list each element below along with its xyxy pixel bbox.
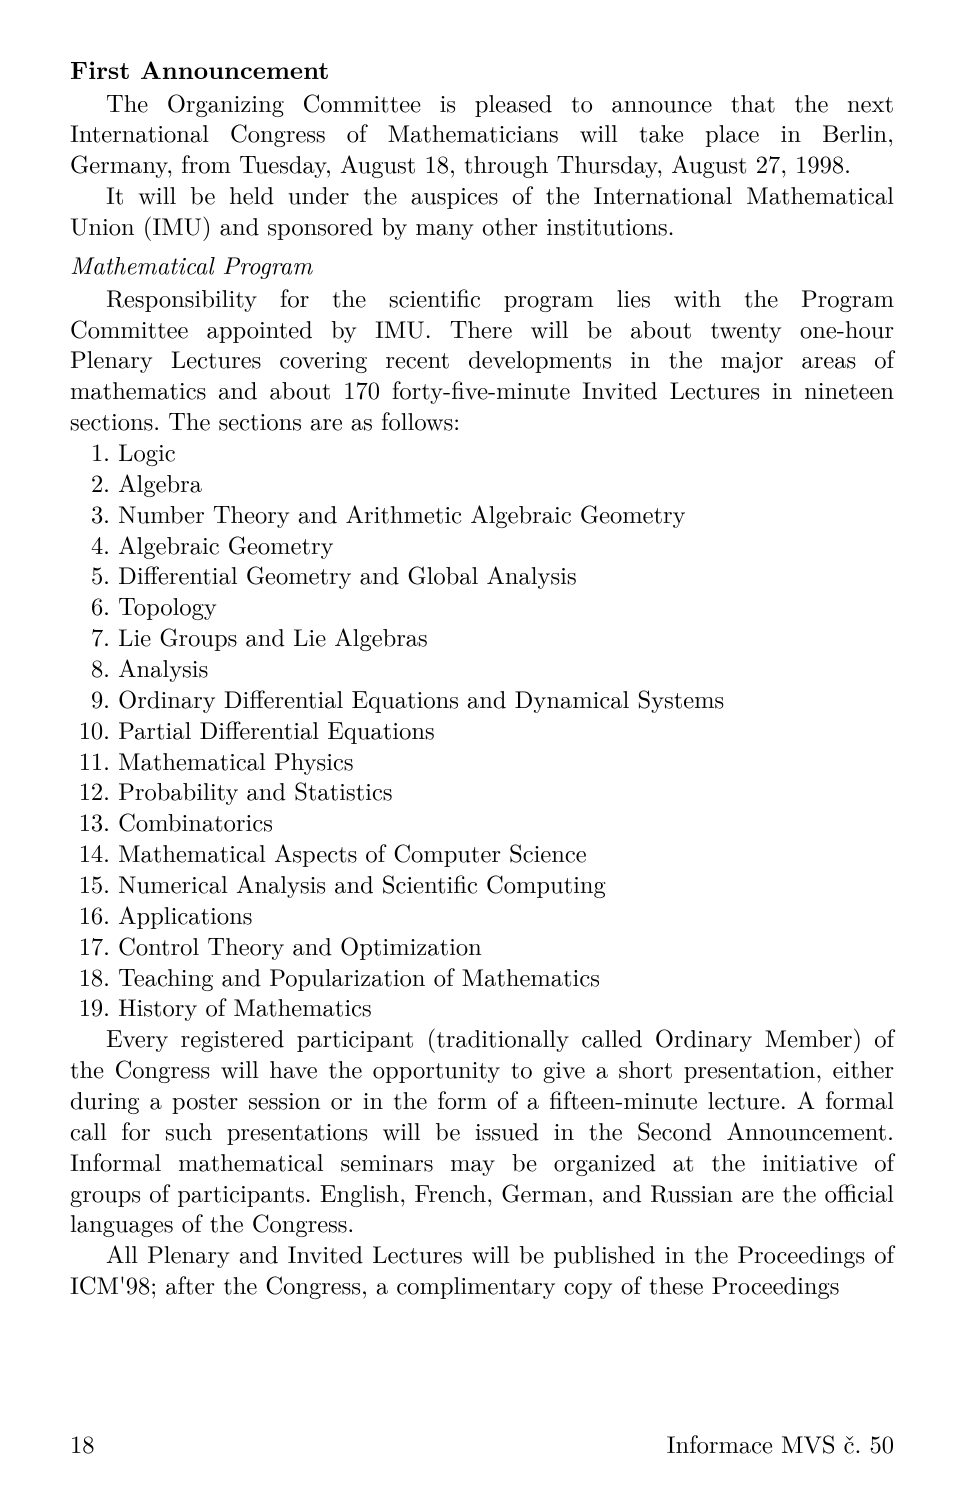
section-item: 2. Algebra <box>70 468 894 499</box>
section-item: 15. Numerical Analysis and Scientific Co… <box>70 869 894 900</box>
section-label: Probability and Statistics <box>110 773 392 808</box>
section-item: 10. Partial Differential Equations <box>70 715 894 746</box>
document-page: First Announcement The Organizing Commit… <box>0 0 960 1500</box>
section-label: Numerical Analysis and Scientific Comput… <box>110 866 606 901</box>
sections-list: 1. Logic2. Algebra3. Number Theory and A… <box>70 437 894 1023</box>
section-number: 19. <box>70 992 110 1023</box>
section-number: 3. <box>70 499 110 530</box>
page-number: 18 <box>70 1429 95 1460</box>
section-number: 16. <box>70 900 110 931</box>
main-heading: First Announcement <box>70 54 894 86</box>
program-paragraph: Responsibility for the scientific progra… <box>70 283 894 437</box>
section-number: 5. <box>70 560 110 591</box>
section-label: Analysis <box>110 650 208 685</box>
participation-paragraph: Every registered participant (traditiona… <box>70 1023 894 1239</box>
section-number: 8. <box>70 653 110 684</box>
section-item: 8. Analysis <box>70 653 894 684</box>
section-label: Mathematical Aspects of Computer Science <box>110 835 587 870</box>
section-number: 9. <box>70 684 110 715</box>
section-label: History of Mathematics <box>110 989 372 1024</box>
proceedings-paragraph: All Plenary and Invited Lectures will be… <box>70 1239 894 1301</box>
section-label: Number Theory and Arithmetic Algebraic G… <box>110 496 686 531</box>
section-label: Teaching and Popularization of Mathemati… <box>110 959 600 994</box>
intro-paragraph: The Organizing Committee is pleased to a… <box>70 88 894 181</box>
section-item: 19. History of Mathematics <box>70 992 894 1023</box>
section-item: 4. Algebraic Geometry <box>70 530 894 561</box>
section-label: Combinatorics <box>110 804 273 839</box>
section-number: 17. <box>70 931 110 962</box>
section-item: 9. Ordinary Differential Equations and D… <box>70 684 894 715</box>
section-item: 18. Teaching and Popularization of Mathe… <box>70 962 894 993</box>
section-number: 7. <box>70 622 110 653</box>
section-item: 13. Combinatorics <box>70 807 894 838</box>
journal-label: Informace MVS č. 50 <box>667 1429 894 1460</box>
section-label: Ordinary Differential Equations and Dyna… <box>110 681 724 716</box>
subheading: Mathematical Program <box>70 250 894 281</box>
auspices-paragraph: It will be held under the auspices of th… <box>70 180 894 242</box>
section-number: 11. <box>70 746 110 777</box>
section-number: 15. <box>70 869 110 900</box>
section-number: 18. <box>70 962 110 993</box>
section-label: Mathematical Physics <box>110 743 354 778</box>
section-number: 2. <box>70 468 110 499</box>
section-number: 13. <box>70 807 110 838</box>
section-label: Algebraic Geometry <box>110 527 334 562</box>
section-label: Lie Groups and Lie Algebras <box>110 619 428 654</box>
section-number: 12. <box>70 776 110 807</box>
intro-sentence-2: It will be held under the auspices of th… <box>70 177 894 243</box>
section-label: Applications <box>110 897 252 932</box>
section-number: 10. <box>70 715 110 746</box>
section-item: 5. Differential Geometry and Global Anal… <box>70 560 894 591</box>
section-item: 14. Mathematical Aspects of Computer Sci… <box>70 838 894 869</box>
intro-sentence-1: The Organizing Committee is pleased to a… <box>70 85 894 182</box>
section-label: Topology <box>110 588 217 623</box>
section-item: 3. Number Theory and Arithmetic Algebrai… <box>70 499 894 530</box>
section-item: 7. Lie Groups and Lie Algebras <box>70 622 894 653</box>
section-number: 14. <box>70 838 110 869</box>
section-item: 6. Topology <box>70 591 894 622</box>
section-item: 16. Applications <box>70 900 894 931</box>
section-item: 12. Probability and Statistics <box>70 776 894 807</box>
section-label: Logic <box>110 434 176 469</box>
section-item: 17. Control Theory and Optimization <box>70 931 894 962</box>
section-label: Control Theory and Optimization <box>110 928 482 963</box>
section-item: 11. Mathematical Physics <box>70 746 894 777</box>
page-footer: 18 Informace MVS č. 50 <box>70 1429 894 1460</box>
section-number: 6. <box>70 591 110 622</box>
section-label: Algebra <box>110 465 202 500</box>
section-label: Partial Differential Equations <box>110 712 435 747</box>
section-label: Differential Geometry and Global Analysi… <box>110 557 577 592</box>
section-number: 1. <box>70 437 110 468</box>
section-number: 4. <box>70 530 110 561</box>
section-item: 1. Logic <box>70 437 894 468</box>
